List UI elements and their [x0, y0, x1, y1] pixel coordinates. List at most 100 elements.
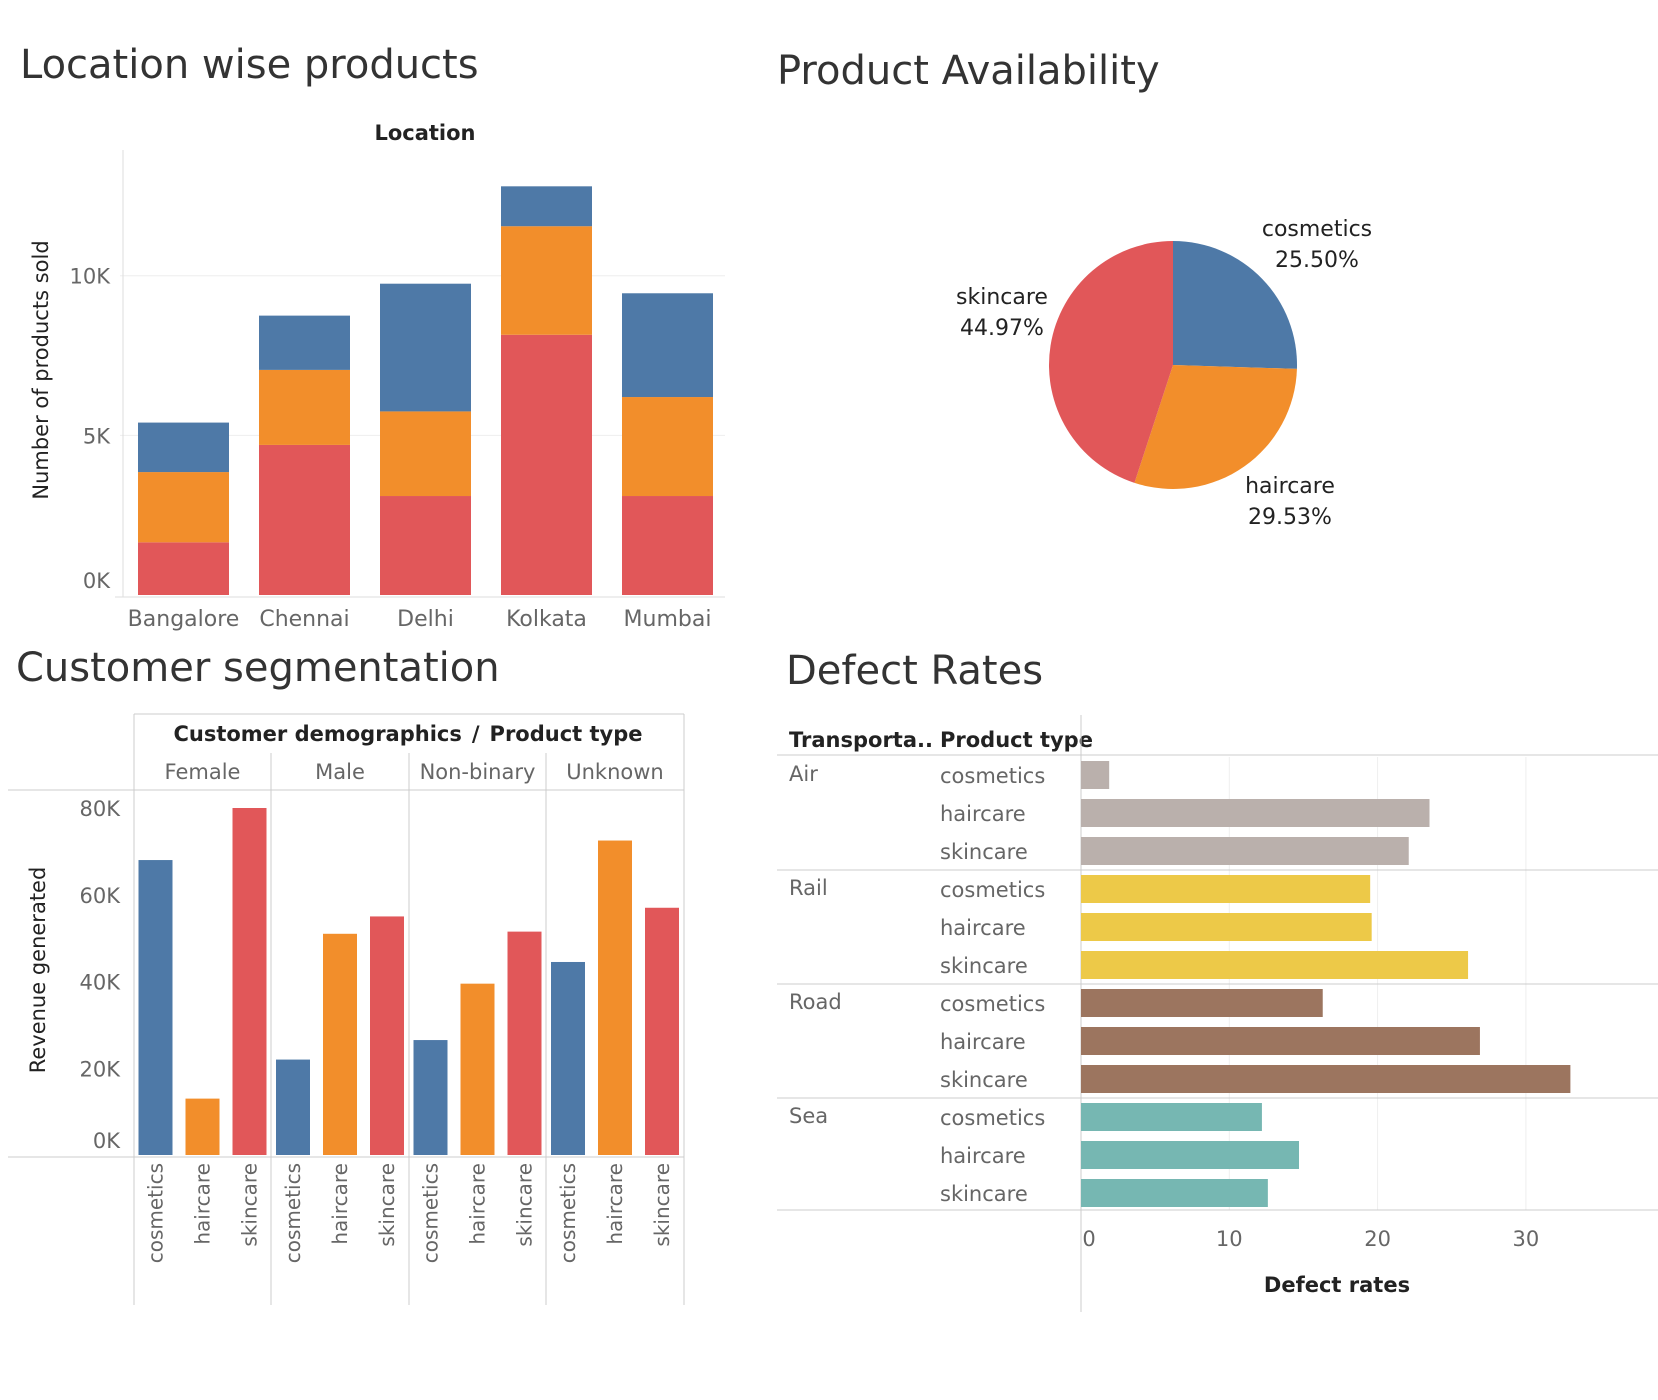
- segmentation-y-axis-label: Revenue generated: [26, 867, 50, 1074]
- segmentation-x-tick-label: cosmetics: [556, 1163, 580, 1263]
- defect-col2-header: Product type: [940, 728, 1093, 752]
- segmentation-bar-haircare: [460, 983, 495, 1155]
- segmentation-x-tick-label: cosmetics: [281, 1163, 305, 1263]
- location-bar-skincare: [622, 496, 713, 595]
- location-x-tick-label: Chennai: [259, 607, 349, 632]
- location-bar-haircare: [501, 226, 592, 335]
- defect-row-label: skincare: [940, 954, 1028, 978]
- defect-row-label: skincare: [940, 1182, 1028, 1206]
- location-bar-cosmetics: [501, 186, 592, 227]
- availability-chart-title: Product Availability: [777, 48, 1160, 94]
- defect-row-label: skincare: [940, 840, 1028, 864]
- segmentation-y-tick-label: 40K: [80, 971, 122, 995]
- pie-percent-haircare: 29.53%: [1248, 505, 1332, 530]
- pie-percent-cosmetics: 25.50%: [1275, 248, 1359, 273]
- pie-slice-haircare: [1134, 365, 1297, 489]
- segmentation-x-tick-label: haircare: [603, 1163, 627, 1245]
- pie-label-cosmetics: cosmetics: [1262, 217, 1372, 242]
- defect-row-label: haircare: [940, 802, 1026, 826]
- location-x-tick-label: Bangalore: [128, 607, 240, 632]
- segmentation-x-tick-label: skincare: [375, 1163, 399, 1247]
- segmentation-bar-skincare: [370, 916, 404, 1155]
- defect-x-axis-label: Defect rates: [1264, 1273, 1410, 1297]
- defect-bar-skincare: [1081, 837, 1409, 865]
- segmentation-x-tick-label: haircare: [191, 1163, 215, 1245]
- location-bar-cosmetics: [622, 293, 713, 398]
- location-bar-cosmetics: [138, 422, 229, 473]
- segmentation-bar-skincare: [232, 808, 267, 1155]
- segmentation-bar-cosmetics: [551, 961, 585, 1155]
- defect-bar-skincare: [1081, 951, 1469, 979]
- segmentation-bar-skincare: [645, 907, 679, 1155]
- segmentation-bar-skincare: [507, 931, 542, 1155]
- defect-row-label: cosmetics: [940, 992, 1045, 1016]
- location-column-header: Location: [374, 121, 475, 145]
- segmentation-group-label: Unknown: [566, 760, 663, 784]
- segmentation-bar-haircare: [185, 1098, 220, 1155]
- pie-percent-skincare: 44.97%: [960, 316, 1044, 341]
- defect-group-label: Air: [789, 762, 818, 786]
- segmentation-x-tick-label: cosmetics: [144, 1163, 168, 1263]
- pie-slice-skincare: [1049, 241, 1173, 483]
- location-x-tick-label: Mumbai: [624, 607, 712, 632]
- location-bar-haircare: [380, 411, 471, 497]
- defect-bar-haircare: [1081, 913, 1372, 941]
- defect-row-label: haircare: [940, 1144, 1026, 1168]
- segmentation-y-tick-label: 80K: [80, 797, 122, 821]
- segmentation-header: Customer demographics / Product type: [173, 722, 642, 746]
- segmentation-y-tick-label: 0K: [93, 1129, 121, 1153]
- defect-col1-header: Transporta..: [789, 728, 933, 752]
- location-chart-title: Location wise products: [20, 42, 479, 88]
- segmentation-y-tick-label: 20K: [80, 1057, 122, 1081]
- location-bar-skincare: [380, 496, 471, 595]
- defect-x-tick-label: 0: [1082, 1227, 1095, 1251]
- location-bar-haircare: [622, 397, 713, 497]
- location-y-axis-label: Number of products sold: [29, 240, 53, 499]
- segmentation-bar-cosmetics: [276, 1059, 310, 1155]
- location-bar-cosmetics: [259, 315, 350, 370]
- defect-group-label: Road: [789, 990, 842, 1014]
- location-bar-haircare: [259, 369, 350, 445]
- segmentation-header-right: Product type: [490, 722, 643, 746]
- defect-row-label: cosmetics: [940, 1106, 1045, 1130]
- defect-chart-title: Defect Rates: [786, 648, 1044, 694]
- defect-group-label: Rail: [789, 876, 828, 900]
- segmentation-x-tick-label: haircare: [328, 1163, 352, 1245]
- defect-bar-cosmetics: [1081, 1103, 1262, 1131]
- segmentation-group-label: Non-binary: [420, 760, 536, 784]
- pie-slice-cosmetics: [1173, 241, 1297, 369]
- defect-bar-skincare: [1081, 1179, 1268, 1207]
- segmentation-x-tick-label: skincare: [238, 1163, 262, 1247]
- defect-bar-skincare: [1081, 1065, 1571, 1093]
- segmentation-y-tick-label: 60K: [80, 884, 122, 908]
- location-x-tick-label: Delhi: [397, 607, 454, 632]
- defect-row-label: cosmetics: [940, 764, 1045, 788]
- defect-bar-cosmetics: [1081, 989, 1323, 1017]
- defect-x-tick-label: 30: [1513, 1227, 1540, 1251]
- defect-x-tick-label: 20: [1364, 1227, 1391, 1251]
- segmentation-x-tick-label: cosmetics: [419, 1163, 443, 1263]
- segmentation-group-label: Female: [165, 760, 241, 784]
- segmentation-x-tick-label: skincare: [513, 1163, 537, 1247]
- location-bar-skincare: [501, 334, 592, 595]
- defect-row-label: haircare: [940, 916, 1026, 940]
- segmentation-bar-cosmetics: [413, 1040, 448, 1155]
- location-bar-haircare: [138, 472, 229, 543]
- defect-group-label: Sea: [789, 1104, 828, 1128]
- location-y-tick-label: 0K: [83, 569, 111, 593]
- defect-row-label: cosmetics: [940, 878, 1045, 902]
- segmentation-x-tick-label: skincare: [650, 1163, 674, 1247]
- segmentation-header-sep: /: [472, 722, 480, 746]
- segmentation-group-label: Male: [315, 760, 365, 784]
- segmentation-bar-cosmetics: [138, 860, 173, 1155]
- segmentation-bar-haircare: [323, 933, 357, 1155]
- defect-bar-cosmetics: [1081, 761, 1110, 789]
- defect-bar-haircare: [1081, 1027, 1480, 1055]
- location-bar-skincare: [259, 444, 350, 595]
- pie-label-skincare: skincare: [956, 285, 1048, 310]
- segmentation-x-tick-label: haircare: [466, 1163, 490, 1245]
- location-bar-skincare: [138, 542, 229, 595]
- location-x-tick-label: Kolkata: [506, 607, 587, 632]
- defect-row-label: skincare: [940, 1068, 1028, 1092]
